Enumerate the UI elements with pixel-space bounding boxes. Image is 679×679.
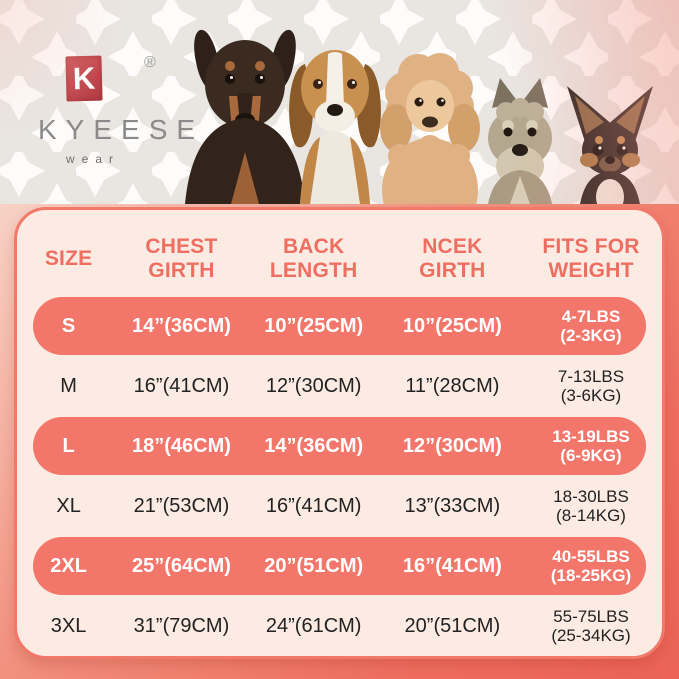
brand-logo-row: K ® [38, 54, 188, 104]
cell-back: 10”(25CM) [264, 314, 364, 337]
cell-weight: 13-19LBS (6-9KG) [552, 426, 630, 465]
table-row-s: S 14”(36CM) 10”(25CM) 10”(25CM) 4-7LBS (… [17, 296, 662, 356]
cell-chest: 31”(79CM) [133, 614, 230, 637]
registered-trademark: ® [144, 54, 156, 71]
cell-size: S [61, 314, 76, 337]
cell-neck: 13”(33CM) [404, 494, 501, 517]
cell-neck: 10”(25CM) [402, 314, 502, 337]
column-header-back: BACK LENGTH [269, 235, 358, 282]
dog-beagle [289, 50, 381, 204]
brand-logo: K ® KYEESE wear [38, 54, 205, 166]
dog-schnauzer [488, 78, 552, 204]
dog-poodle [380, 53, 480, 204]
dog-chihuahua [567, 86, 653, 204]
table-row-3xl: 3XL 31”(79CM) 24”(61CM) 20”(51CM) 55-75L… [17, 596, 662, 656]
cell-weight: 18-30LBS (8-14KG) [553, 486, 629, 525]
table-row-l: L 18”(46CM) 14”(36CM) 12”(30CM) 13-19LBS… [17, 416, 662, 476]
cell-chest: 14”(36CM) [132, 314, 231, 337]
cell-size: M [60, 374, 77, 397]
table-row-2xl: 2XL 25”(64CM) 20”(51CM) 16”(41CM) 40-55L… [17, 536, 662, 596]
cell-back: 12”(30CM) [265, 374, 362, 397]
cell-chest: 25”(64CM) [132, 554, 231, 577]
cell-weight: 40-55LBS (18-25KG) [550, 546, 632, 585]
column-header-chest: CHEST GIRTH [145, 235, 218, 282]
table-row-xl: XL 21”(53CM) 16”(41CM) 13”(33CM) 18-30LB… [17, 476, 662, 536]
brand-logo-mark: K [65, 55, 103, 102]
cell-weight: 7-13LBS (3-6KG) [557, 366, 625, 405]
size-chart-card: SIZE CHEST GIRTH BACK LENGTH NCEK GIRTH … [14, 207, 665, 659]
cell-back: 14”(36CM) [264, 434, 364, 457]
table-header-row: SIZE CHEST GIRTH BACK LENGTH NCEK GIRTH … [17, 222, 662, 296]
column-header-neck: NCEK GIRTH [419, 235, 486, 282]
cell-weight: 4-7LBS (2-3KG) [560, 306, 622, 345]
table-row-m: M 16”(41CM) 12”(30CM) 11”(28CM) 7-13LBS … [17, 356, 662, 416]
cell-size: XL [56, 494, 81, 517]
cell-back: 20”(51CM) [264, 554, 364, 577]
hero-section: K ® KYEESE wear [0, 0, 679, 204]
cell-back: 16”(41CM) [265, 494, 362, 517]
cell-size: L [62, 434, 75, 457]
cell-chest: 16”(41CM) [133, 374, 230, 397]
cell-weight: 55-75LBS (25-34KG) [551, 606, 631, 645]
column-header-weight: FITS FOR WEIGHT [542, 235, 640, 282]
cell-size: 3XL [50, 614, 87, 637]
brand-subtitle: wear [66, 152, 121, 166]
cell-neck: 16”(41CM) [402, 554, 502, 577]
size-chart-section: SIZE CHEST GIRTH BACK LENGTH NCEK GIRTH … [0, 204, 679, 679]
brand-name: KYEESE [38, 114, 205, 145]
cell-neck: 20”(51CM) [404, 614, 501, 637]
column-header-size: SIZE [44, 247, 93, 271]
cell-neck: 12”(30CM) [402, 434, 502, 457]
cell-neck: 11”(28CM) [405, 374, 500, 397]
cell-back: 24”(61CM) [265, 614, 362, 637]
cell-size: 2XL [50, 554, 87, 577]
cell-chest: 18”(46CM) [132, 434, 231, 457]
cell-chest: 21”(53CM) [133, 494, 230, 517]
